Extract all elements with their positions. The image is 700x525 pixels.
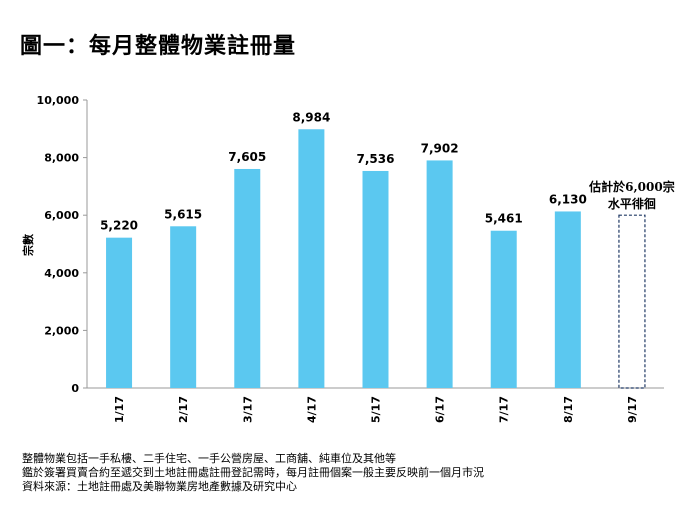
bar-estimated bbox=[618, 214, 646, 389]
x-tick-label: 3/17 bbox=[241, 396, 254, 423]
estimate-annotation: 水平徘徊 bbox=[608, 196, 656, 211]
x-tick-label: 7/17 bbox=[498, 396, 511, 423]
y-tick-label: 2,000 bbox=[44, 324, 79, 337]
y-axis-label: 宗數 bbox=[21, 234, 35, 256]
bar bbox=[362, 170, 389, 388]
note-source: 資料來源：土地註冊處及美聯物業房地產數據及研究中心 bbox=[22, 480, 297, 493]
x-tick-label: 1/17 bbox=[113, 396, 126, 423]
bar bbox=[426, 160, 453, 388]
x-tick-label: 9/17 bbox=[626, 396, 639, 423]
x-tick-label: 5/17 bbox=[370, 396, 383, 423]
y-tick-label: 8,000 bbox=[44, 152, 79, 165]
note-scope: 整體物業包括一手私樓、二手住宅、一手公營房屋、工商舖、純車位及其他等 bbox=[22, 452, 396, 465]
bar bbox=[170, 226, 197, 388]
y-tick-label: 0 bbox=[71, 382, 79, 395]
x-tick-label: 6/17 bbox=[434, 396, 447, 423]
data-label: 5,461 bbox=[485, 212, 523, 226]
bar-chart: 0 2,000 4,000 6,000 8,000 10,000 宗數 5,220 1/17 5,… bbox=[21, 94, 675, 423]
data-label: 8,984 bbox=[292, 110, 330, 124]
bar bbox=[106, 237, 133, 388]
x-tick-label: 2/17 bbox=[177, 396, 190, 423]
bar bbox=[234, 168, 261, 388]
chart-title: 圖一：每月整體物業註冊量 bbox=[20, 33, 297, 59]
data-label: 7,902 bbox=[421, 141, 459, 155]
y-tick-label: 4,000 bbox=[44, 267, 79, 280]
bar bbox=[554, 211, 581, 388]
bar bbox=[490, 230, 517, 388]
bar bbox=[298, 129, 325, 388]
data-label: 5,615 bbox=[164, 207, 202, 221]
data-label: 6,130 bbox=[549, 192, 587, 206]
data-label: 5,220 bbox=[100, 219, 138, 233]
footnotes: 整體物業包括一手私樓、二手住宅、一手公營房屋、工商舖、純車位及其他等 鑑於簽署買… bbox=[22, 452, 484, 494]
y-tick-label: 10,000 bbox=[37, 94, 80, 107]
x-tick-label: 4/17 bbox=[305, 396, 318, 423]
y-tick-label: 6,000 bbox=[44, 209, 79, 222]
note-lag: 鑑於簽署買賣合約至遞交到土地註冊處註冊登記需時，每月註冊個案一般主要反映前一個月… bbox=[22, 466, 484, 479]
data-label: 7,536 bbox=[357, 152, 395, 166]
x-tick-label: 8/17 bbox=[562, 396, 575, 423]
data-label: 7,605 bbox=[228, 150, 266, 164]
estimate-annotation: 估計於6,000宗 bbox=[588, 179, 675, 194]
